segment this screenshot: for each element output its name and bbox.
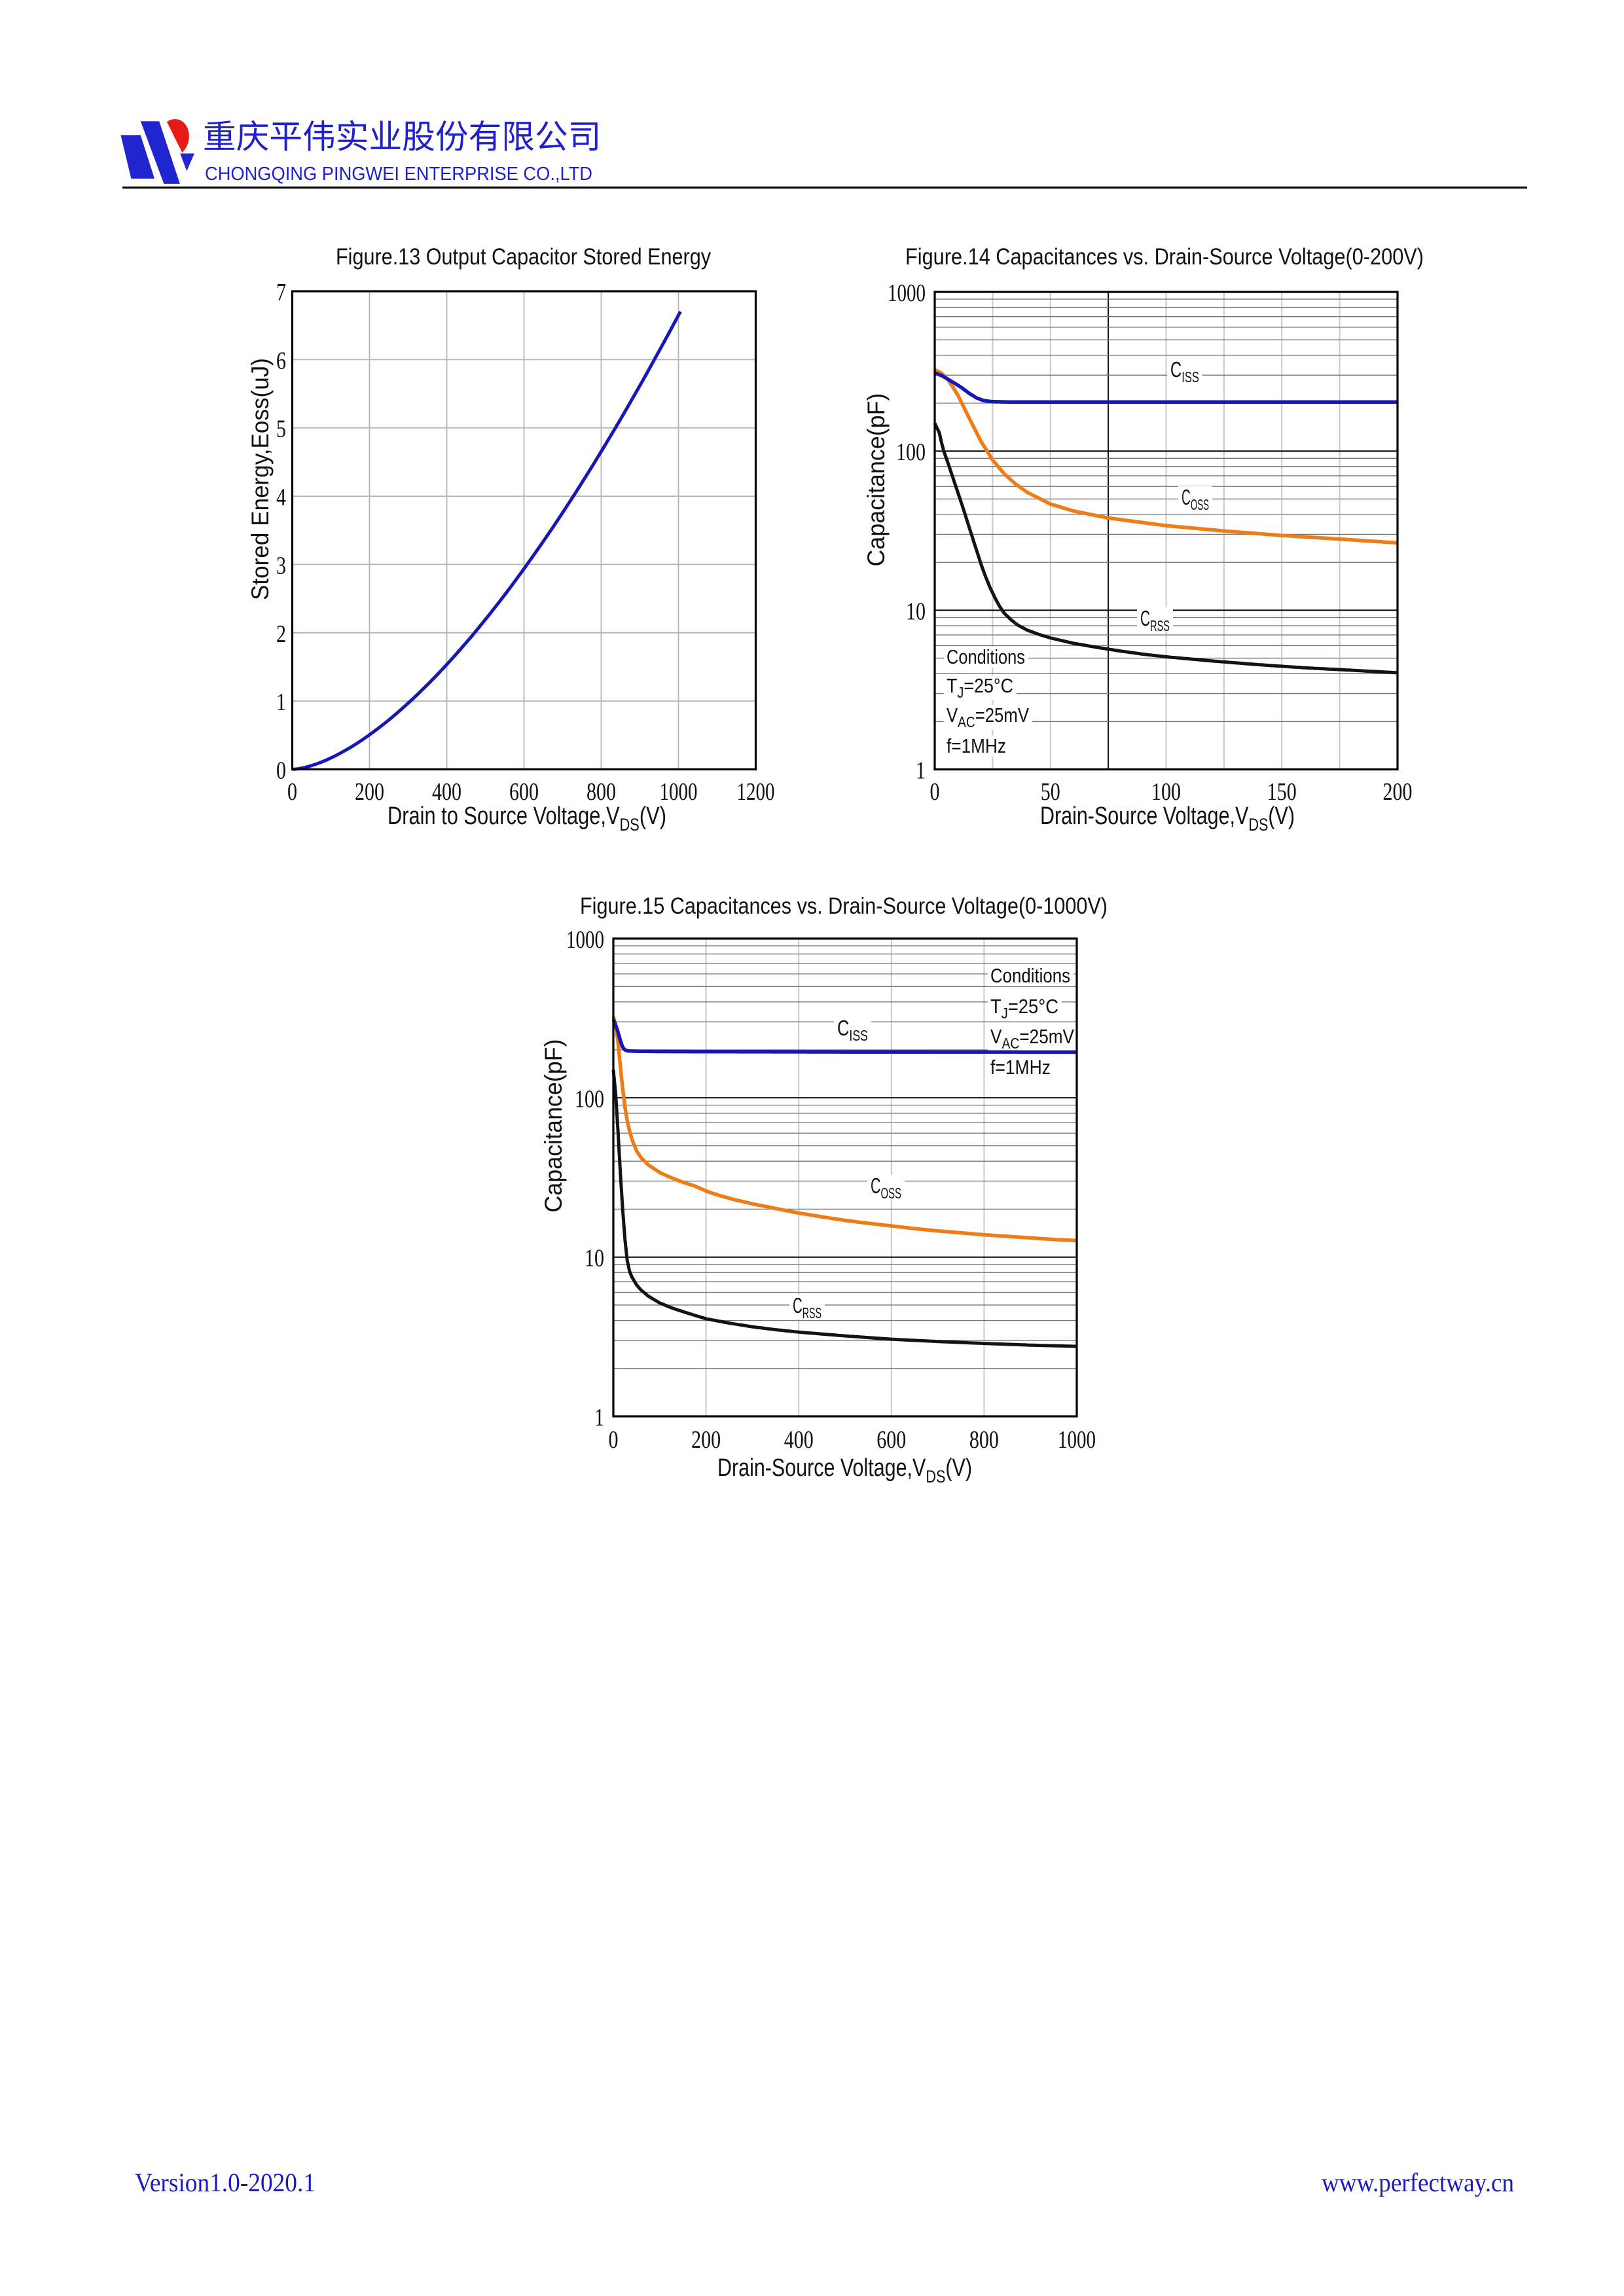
svg-text:1: 1 [916,757,926,785]
svg-text:Capacitance(pF): Capacitance(pF) [540,1039,567,1213]
svg-text:100: 100 [1151,778,1181,806]
svg-text:1000: 1000 [888,279,926,307]
svg-text:600: 600 [876,1426,906,1454]
svg-text:f=1MHz: f=1MHz [990,1056,1051,1079]
svg-text:1000: 1000 [566,926,604,954]
svg-text:1: 1 [594,1404,604,1431]
svg-text:10: 10 [585,1245,604,1272]
svg-text:TJ=25°C: TJ=25°C [947,674,1013,701]
svg-text:CHONGQING PINGWEI ENTERPRISE C: CHONGQING PINGWEI ENTERPRISE CO.,LTD [205,164,592,185]
svg-text:Figure.15 Capacitances vs. Dra: Figure.15 Capacitances vs. Drain-Source … [580,893,1108,919]
svg-text:100: 100 [896,439,926,466]
svg-text:6: 6 [276,347,286,374]
svg-text:200: 200 [1383,778,1413,806]
svg-text:www.perfectway.cn: www.perfectway.cn [1322,2168,1514,2197]
svg-text:3: 3 [276,552,286,579]
svg-text:800: 800 [969,1426,999,1454]
svg-text:200: 200 [355,778,384,806]
svg-text:1: 1 [276,689,286,716]
svg-text:10: 10 [906,598,926,625]
svg-text:f=1MHz: f=1MHz [947,734,1006,757]
svg-text:1000: 1000 [1058,1426,1096,1454]
svg-text:Stored Energy,Eoss(uJ): Stored Energy,Eoss(uJ) [247,358,274,600]
svg-text:Figure.14 Capacitances vs. Dra: Figure.14 Capacitances vs. Drain-Source … [905,244,1424,270]
svg-text:Conditions: Conditions [947,645,1025,668]
svg-text:150: 150 [1267,778,1297,806]
svg-text:400: 400 [784,1426,814,1454]
svg-text:Figure.13 Output Capacitor Sto: Figure.13 Output Capacitor Stored Energy [336,244,711,270]
svg-text:0: 0 [609,1426,619,1454]
svg-text:7: 7 [276,279,286,306]
svg-text:50: 50 [1041,778,1060,806]
svg-text:800: 800 [586,778,616,806]
svg-text:Capacitance(pF): Capacitance(pF) [863,393,890,567]
svg-text:VAC=25mV: VAC=25mV [947,704,1029,730]
svg-text:Conditions: Conditions [990,964,1070,987]
svg-text:TJ=25°C: TJ=25°C [990,995,1058,1022]
svg-text:2: 2 [276,620,286,648]
svg-text:100: 100 [575,1085,604,1113]
svg-text:1000: 1000 [660,778,698,806]
svg-text:600: 600 [509,778,539,806]
svg-text:4: 4 [276,484,286,511]
svg-text:400: 400 [432,778,461,806]
svg-text:0: 0 [287,778,297,806]
svg-text:200: 200 [691,1426,721,1454]
svg-text:1200: 1200 [737,778,775,806]
svg-text:0: 0 [276,757,286,785]
svg-text:0: 0 [930,778,940,806]
svg-text:5: 5 [276,416,286,443]
svg-text:Version1.0-2020.1: Version1.0-2020.1 [135,2168,316,2197]
